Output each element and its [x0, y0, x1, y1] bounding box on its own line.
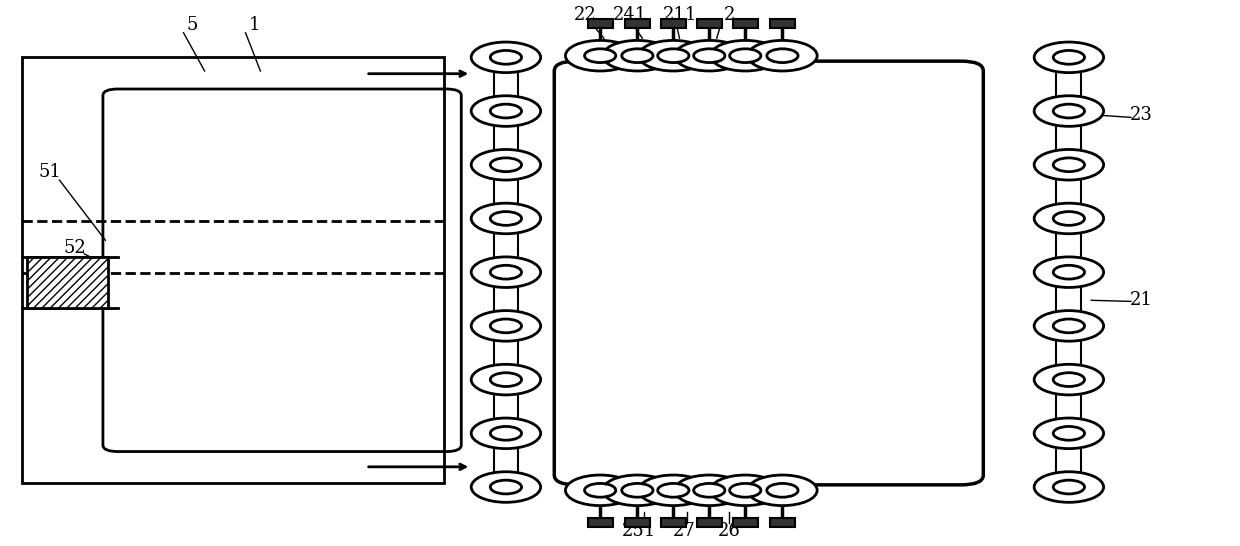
- Circle shape: [639, 40, 708, 71]
- Text: 52: 52: [63, 240, 86, 257]
- Circle shape: [1053, 319, 1085, 333]
- Circle shape: [471, 42, 541, 73]
- Bar: [588, 19, 613, 28]
- Circle shape: [1053, 50, 1085, 64]
- Text: 51: 51: [38, 163, 61, 181]
- Circle shape: [1034, 364, 1104, 395]
- Circle shape: [584, 483, 616, 497]
- Circle shape: [1053, 265, 1085, 279]
- Text: 23: 23: [1130, 106, 1152, 123]
- Circle shape: [584, 49, 616, 63]
- Circle shape: [471, 311, 541, 341]
- Circle shape: [471, 150, 541, 180]
- Circle shape: [1053, 158, 1085, 171]
- Bar: [661, 19, 686, 28]
- Bar: [770, 19, 795, 28]
- Bar: [733, 518, 758, 527]
- Bar: [27, 257, 108, 308]
- Circle shape: [1053, 104, 1085, 118]
- Circle shape: [490, 158, 522, 171]
- Text: 2: 2: [723, 6, 735, 23]
- Text: 5: 5: [186, 16, 198, 33]
- Circle shape: [490, 426, 522, 440]
- Circle shape: [1053, 426, 1085, 440]
- Bar: [625, 19, 650, 28]
- Bar: [770, 518, 795, 527]
- Text: 211: 211: [662, 6, 697, 23]
- Text: 21: 21: [1130, 292, 1152, 309]
- Circle shape: [766, 49, 799, 63]
- Circle shape: [1034, 203, 1104, 234]
- Bar: [22, 57, 444, 483]
- Circle shape: [1034, 42, 1104, 73]
- Circle shape: [490, 265, 522, 279]
- Circle shape: [1053, 373, 1085, 387]
- Circle shape: [565, 40, 635, 71]
- Circle shape: [1053, 480, 1085, 494]
- Text: 241: 241: [613, 6, 647, 23]
- Circle shape: [1034, 472, 1104, 502]
- Circle shape: [471, 418, 541, 449]
- Circle shape: [471, 257, 541, 287]
- Circle shape: [1053, 212, 1085, 225]
- Circle shape: [693, 49, 725, 63]
- FancyBboxPatch shape: [554, 61, 983, 485]
- Bar: [697, 518, 722, 527]
- Circle shape: [490, 212, 522, 225]
- Circle shape: [1034, 96, 1104, 126]
- Circle shape: [490, 319, 522, 333]
- Circle shape: [675, 475, 744, 506]
- Circle shape: [471, 96, 541, 126]
- Text: 22: 22: [574, 6, 596, 23]
- Text: 26: 26: [718, 522, 740, 539]
- Bar: [588, 518, 613, 527]
- Circle shape: [621, 49, 653, 63]
- Text: 1: 1: [248, 16, 260, 33]
- Circle shape: [1034, 257, 1104, 287]
- Circle shape: [748, 475, 817, 506]
- Circle shape: [711, 40, 780, 71]
- Circle shape: [490, 104, 522, 118]
- Bar: [625, 518, 650, 527]
- Circle shape: [471, 364, 541, 395]
- Circle shape: [603, 475, 672, 506]
- Circle shape: [1034, 150, 1104, 180]
- Circle shape: [1034, 311, 1104, 341]
- Circle shape: [471, 472, 541, 502]
- Circle shape: [490, 480, 522, 494]
- Text: 27: 27: [673, 522, 696, 539]
- Circle shape: [729, 483, 761, 497]
- Circle shape: [471, 203, 541, 234]
- Text: 251: 251: [621, 522, 656, 539]
- Bar: [697, 19, 722, 28]
- Circle shape: [748, 40, 817, 71]
- Circle shape: [603, 40, 672, 71]
- Bar: [733, 19, 758, 28]
- Circle shape: [565, 475, 635, 506]
- Circle shape: [639, 475, 708, 506]
- Circle shape: [621, 483, 653, 497]
- Circle shape: [766, 483, 799, 497]
- Circle shape: [711, 475, 780, 506]
- Circle shape: [675, 40, 744, 71]
- Circle shape: [657, 483, 689, 497]
- Circle shape: [729, 49, 761, 63]
- Circle shape: [490, 50, 522, 64]
- Circle shape: [693, 483, 725, 497]
- Circle shape: [1034, 418, 1104, 449]
- Circle shape: [490, 373, 522, 387]
- Bar: [661, 518, 686, 527]
- Circle shape: [657, 49, 689, 63]
